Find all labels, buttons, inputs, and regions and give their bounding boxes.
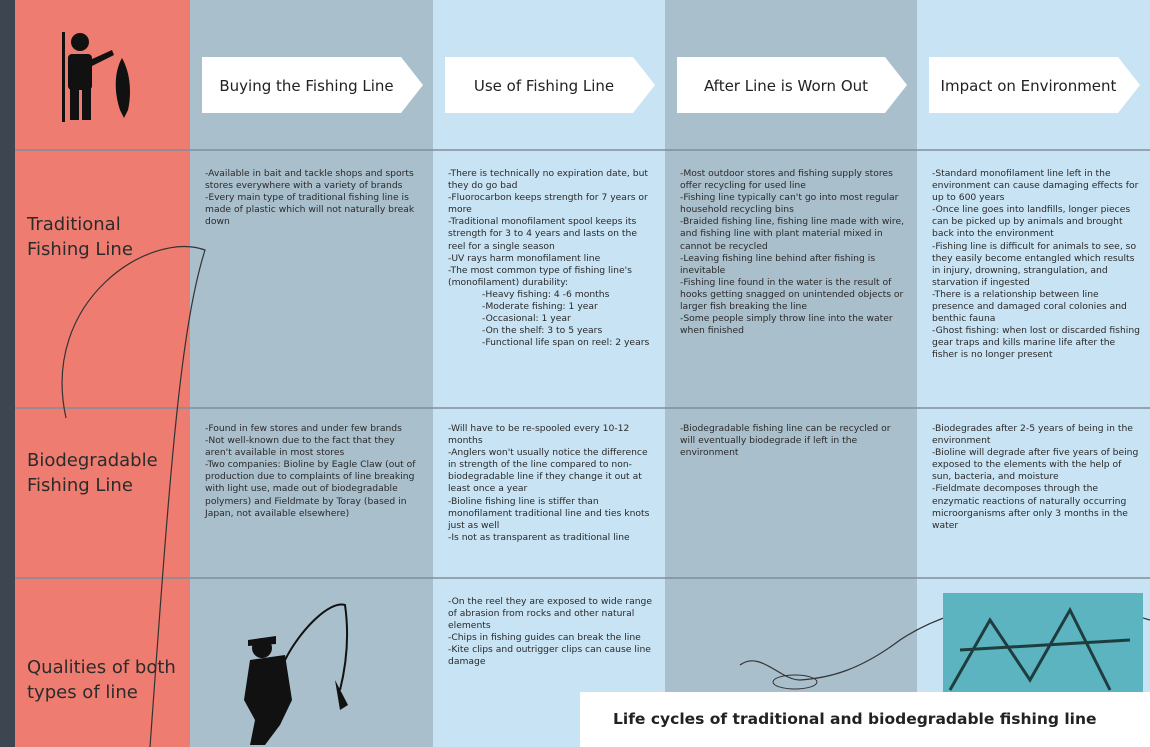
cell-item: -Fishing line is difficult for animals t…	[932, 240, 1137, 288]
cell-item: -Bioline will degrade after five years o…	[932, 447, 1139, 483]
header-arrow	[445, 57, 655, 113]
column-bg	[665, 0, 917, 747]
fishing-rod-line	[61, 246, 206, 747]
cell-item: -Some people simply throw line into the …	[680, 313, 893, 337]
cell-text: -There is technically no expiration date…	[448, 168, 656, 349]
row-label-line: Traditional	[27, 214, 121, 235]
row-label-line: Biodegradable	[27, 450, 158, 471]
cell-text: -Standard monofilament line left in the …	[932, 168, 1141, 362]
fisherman-icon	[62, 32, 130, 122]
cell-subitem: -Heavy fishing: 4 -6 months	[482, 288, 610, 300]
cell-item: -On the reel they are exposed to wide ra…	[448, 596, 653, 632]
cell-item: -There is technically no expiration date…	[448, 168, 649, 192]
column-header: After Line is Worn Out	[703, 77, 869, 95]
cell-item: -Braided fishing line, fishing line made…	[680, 216, 905, 252]
cell-item: -Biodegrades after 2-5 years of being in…	[932, 423, 1133, 447]
cell-item: -Found in few stores and under few brand…	[205, 423, 402, 434]
label-column	[15, 0, 190, 747]
row-label: Traditional Fishing Line	[27, 212, 133, 262]
column-header: Buying the Fishing Line	[219, 77, 394, 95]
cell-item: -Traditional monofilament spool keeps it…	[448, 216, 637, 252]
cell-item: -Fishing line found in the water is the …	[680, 276, 904, 313]
cell-item: -Most outdoor stores and fishing supply …	[680, 168, 893, 192]
cell-item: -Bioline fishing line is stiffer than mo…	[448, 495, 650, 531]
row-label: Qualities of both types of line	[27, 655, 176, 705]
row-dividers	[15, 149, 1150, 579]
cell-item: -Once line goes into landfills, longer p…	[932, 204, 1131, 240]
cell-item: -Standard monofilament line left in the …	[932, 168, 1139, 204]
cell-item: -UV rays harm monofilament line	[448, 252, 601, 264]
cell-item: -Is not as transparent as traditional li…	[448, 531, 630, 543]
cell-text: -Biodegrades after 2-5 years of being in…	[932, 423, 1141, 532]
cell-item: -Ghost fishing: when lost or discarded f…	[932, 325, 1140, 361]
coral-net	[948, 606, 1131, 691]
row-label-line: Fishing Line	[27, 475, 133, 496]
row-label-line: types of line	[27, 682, 138, 703]
cell-item: -Leaving fishing line behind after fishi…	[680, 252, 876, 276]
cell-item: -Chips in fishing guides can break the l…	[448, 632, 641, 644]
cell-item: -Biodegradable fishing line can be recyc…	[680, 423, 891, 459]
column-header: Impact on Environment	[940, 77, 1117, 95]
cell-item: -Every main type of traditional fishing …	[205, 192, 415, 228]
angler-icon	[244, 636, 348, 745]
cell-item: -Will have to be re-spooled every 10-12 …	[448, 423, 630, 447]
cell-item: -The most common type of fishing line's …	[448, 264, 632, 288]
column-bg	[433, 0, 665, 747]
cell-item: -Anglers won't usually notice the differ…	[448, 447, 648, 495]
cell-subitem: -On the shelf: 3 to 5 years	[482, 325, 603, 337]
cell-item: -Not well-known due to the fact that the…	[205, 435, 395, 459]
row-label-line: Fishing Line	[27, 239, 133, 260]
cell-text: -Biodegradable fishing line can be recyc…	[680, 423, 908, 459]
cell-text: -Will have to be re-spooled every 10-12 …	[448, 423, 656, 544]
cell-text: -On the reel they are exposed to wide ra…	[448, 596, 656, 669]
angler-rod	[284, 603, 349, 691]
cell-item: -Kite clips and outrigger clips can caus…	[448, 644, 651, 668]
cell-item: -Fishing line typically can't go into mo…	[680, 192, 899, 216]
cell-subitem: -Occasional: 1 year	[482, 313, 571, 325]
caption: Life cycles of traditional and biodegrad…	[580, 692, 1150, 747]
row-label: Biodegradable Fishing Line	[27, 448, 158, 498]
cell-text: -Available in bait and tackle shops and …	[205, 168, 424, 228]
cell-item: -Available in bait and tackle shops and …	[205, 168, 414, 192]
cell-text: -Most outdoor stores and fishing supply …	[680, 168, 908, 337]
header-arrow	[202, 57, 423, 113]
header-arrow	[677, 57, 907, 113]
row-label-line: Qualities of both	[27, 657, 176, 678]
cell-item: -Two companies: Bioline by Eagle Claw (o…	[205, 459, 416, 519]
header-arrow	[929, 57, 1140, 113]
cell-subitem: -Functional life span on reel: 2 years	[482, 337, 650, 349]
cell-subitem: -Moderate fishing: 1 year	[482, 301, 598, 313]
cell-item: -Fluorocarbon keeps strength for 7 years…	[448, 192, 648, 216]
cell-item: -Fieldmate decomposes through the enzyma…	[932, 483, 1128, 531]
cell-text: -Found in few stores and under few brand…	[205, 423, 424, 520]
column-header: Use of Fishing Line	[473, 77, 615, 95]
lure	[772, 674, 818, 690]
cell-item: -There is a relationship between line pr…	[932, 288, 1127, 325]
